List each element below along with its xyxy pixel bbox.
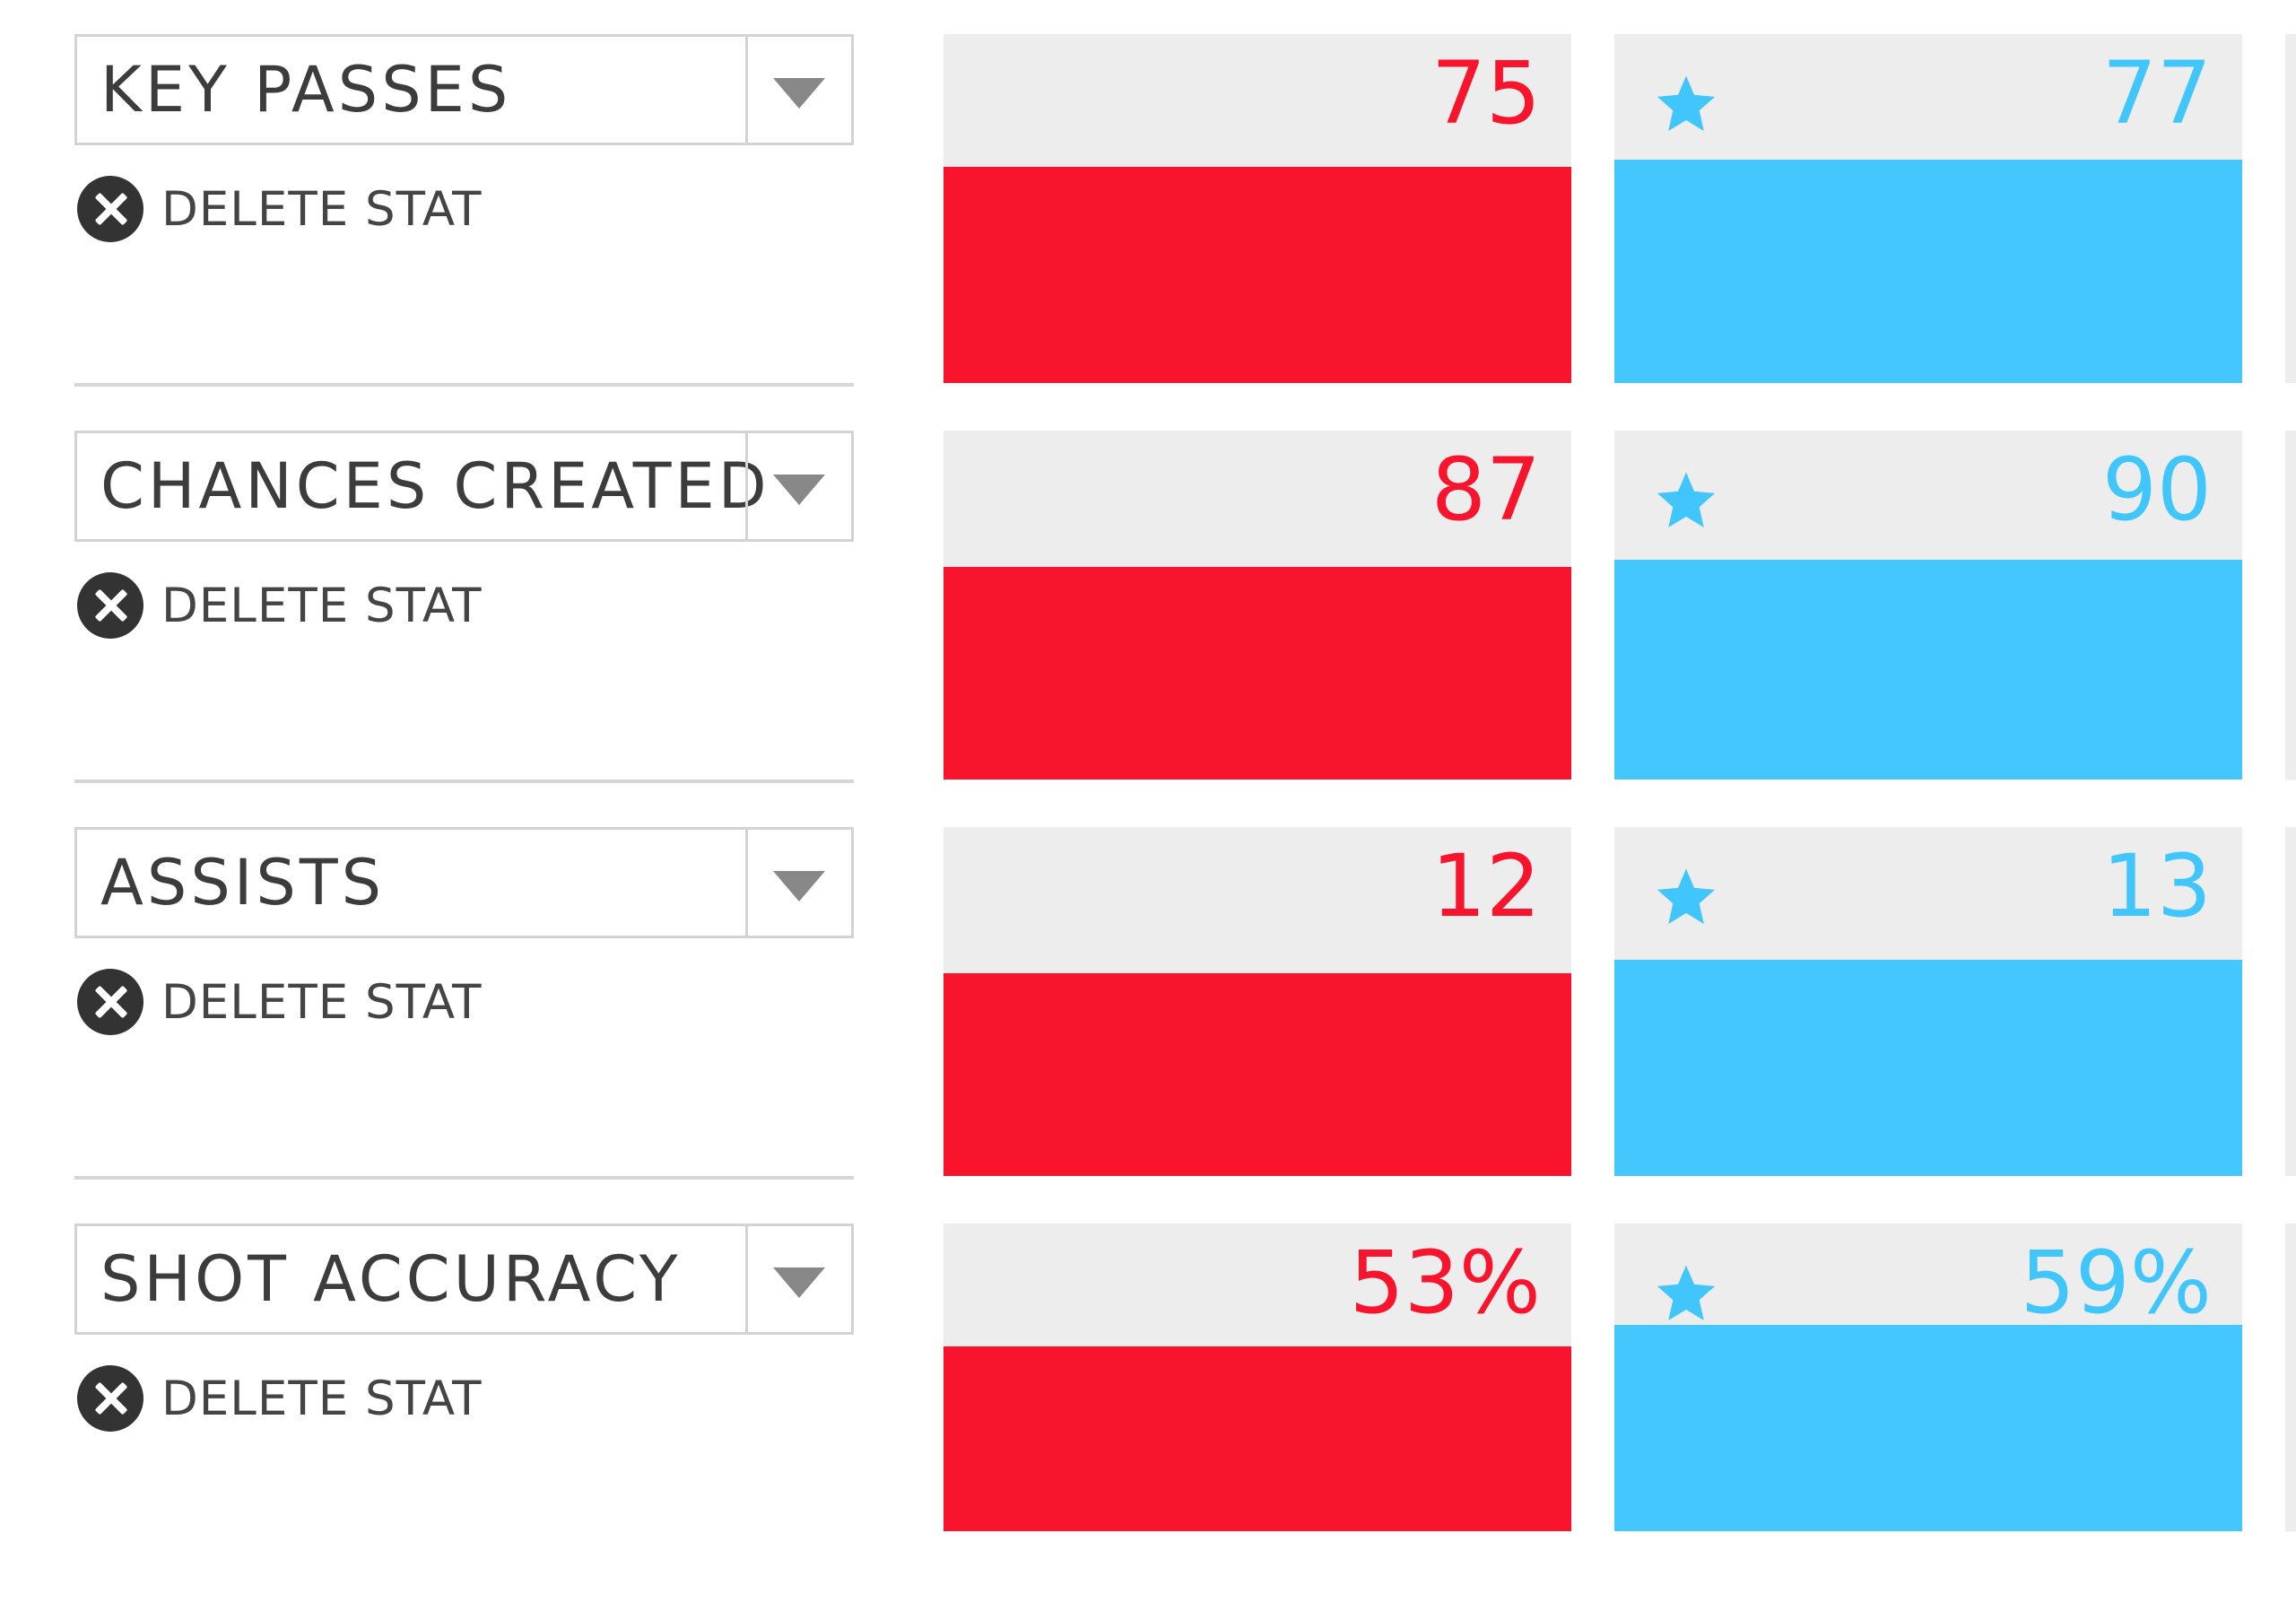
close-circle-icon[interactable] [77, 176, 144, 242]
player-a-stat-bar: 87 [944, 431, 1571, 780]
star-icon [1657, 472, 1716, 527]
stat-select-shot-accuracy[interactable]: SHOT ACCURACY [74, 1224, 854, 1335]
player-b-stat-value: 90 [2101, 440, 2212, 540]
stat-select-label: SHOT ACCURACY [100, 1242, 682, 1316]
chevron-down-icon [773, 475, 825, 505]
stat-select-chances-created[interactable]: CHANCES CREATED [74, 431, 854, 542]
player-a-stat-value: 53% [1349, 1232, 1541, 1333]
next-column-edge [2285, 1224, 2296, 1531]
player-a-stat-bar: 53% [944, 1224, 1571, 1531]
stat-row-assists: ASSISTS DELETE STAT 12 13 [0, 827, 2296, 1224]
next-column-edge [2285, 827, 2296, 1176]
player-b-stat-value: 13 [2101, 836, 2212, 936]
stat-row-key-passes: KEY PASSES DELETE STAT 75 77 [0, 34, 2296, 431]
delete-stat-label: DELETE STAT [161, 579, 483, 633]
player-a-stat-bar: 12 [944, 827, 1571, 1176]
dropdown-toggle[interactable] [745, 37, 851, 143]
dropdown-toggle[interactable] [745, 1226, 851, 1332]
close-circle-icon[interactable] [77, 1365, 144, 1432]
star-icon [1657, 1265, 1716, 1320]
player-b-bar-fill [1614, 960, 2242, 1176]
stat-select-label: KEY PASSES [100, 53, 512, 126]
stat-select-key-passes[interactable]: KEY PASSES [74, 34, 854, 145]
player-b-stat-value: 77 [2101, 43, 2212, 144]
next-column-edge [2285, 34, 2296, 383]
player-b-stat-bar: 13 [1614, 827, 2242, 1176]
stat-select-label: CHANCES CREATED [100, 449, 770, 523]
delete-stat-label: DELETE STAT [161, 975, 483, 1030]
player-b-stat-value: 59% [2020, 1232, 2212, 1333]
stat-select-assists[interactable]: ASSISTS [74, 827, 854, 938]
player-b-stat-bar: 59% [1614, 1224, 2242, 1531]
chevron-down-icon [773, 78, 825, 109]
stat-row-shot-accuracy: SHOT ACCURACY DELETE STAT 53% 59% [0, 1224, 2296, 1620]
dropdown-toggle[interactable] [745, 433, 851, 539]
close-circle-icon[interactable] [77, 969, 144, 1035]
stat-select-label: ASSISTS [100, 846, 386, 919]
delete-stat-label: DELETE STAT [161, 182, 483, 237]
player-b-bar-fill [1614, 1325, 2242, 1531]
delete-stat-label: DELETE STAT [161, 1372, 483, 1426]
player-a-bar-fill [944, 167, 1571, 383]
star-icon [1657, 868, 1716, 924]
dropdown-toggle[interactable] [745, 830, 851, 936]
stat-row-chances-created: CHANCES CREATED DELETE STAT 87 90 [0, 431, 2296, 827]
star-icon [1657, 75, 1716, 131]
chevron-down-icon [773, 871, 825, 901]
player-a-bar-fill [944, 567, 1571, 780]
player-a-stat-value: 75 [1431, 43, 1541, 144]
player-a-stat-value: 87 [1431, 440, 1541, 540]
chevron-down-icon [773, 1267, 825, 1298]
player-a-stat-value: 12 [1431, 836, 1541, 936]
player-a-stat-bar: 75 [944, 34, 1571, 383]
row-divider [74, 1176, 854, 1180]
row-divider [74, 383, 854, 387]
player-a-bar-fill [944, 1346, 1571, 1531]
player-b-stat-bar: 77 [1614, 34, 2242, 383]
player-b-bar-fill [1614, 560, 2242, 780]
close-circle-icon[interactable] [77, 572, 144, 639]
player-b-stat-bar: 90 [1614, 431, 2242, 780]
next-column-edge [2285, 431, 2296, 780]
row-divider [74, 780, 854, 783]
player-a-bar-fill [944, 973, 1571, 1176]
player-b-bar-fill [1614, 160, 2242, 383]
